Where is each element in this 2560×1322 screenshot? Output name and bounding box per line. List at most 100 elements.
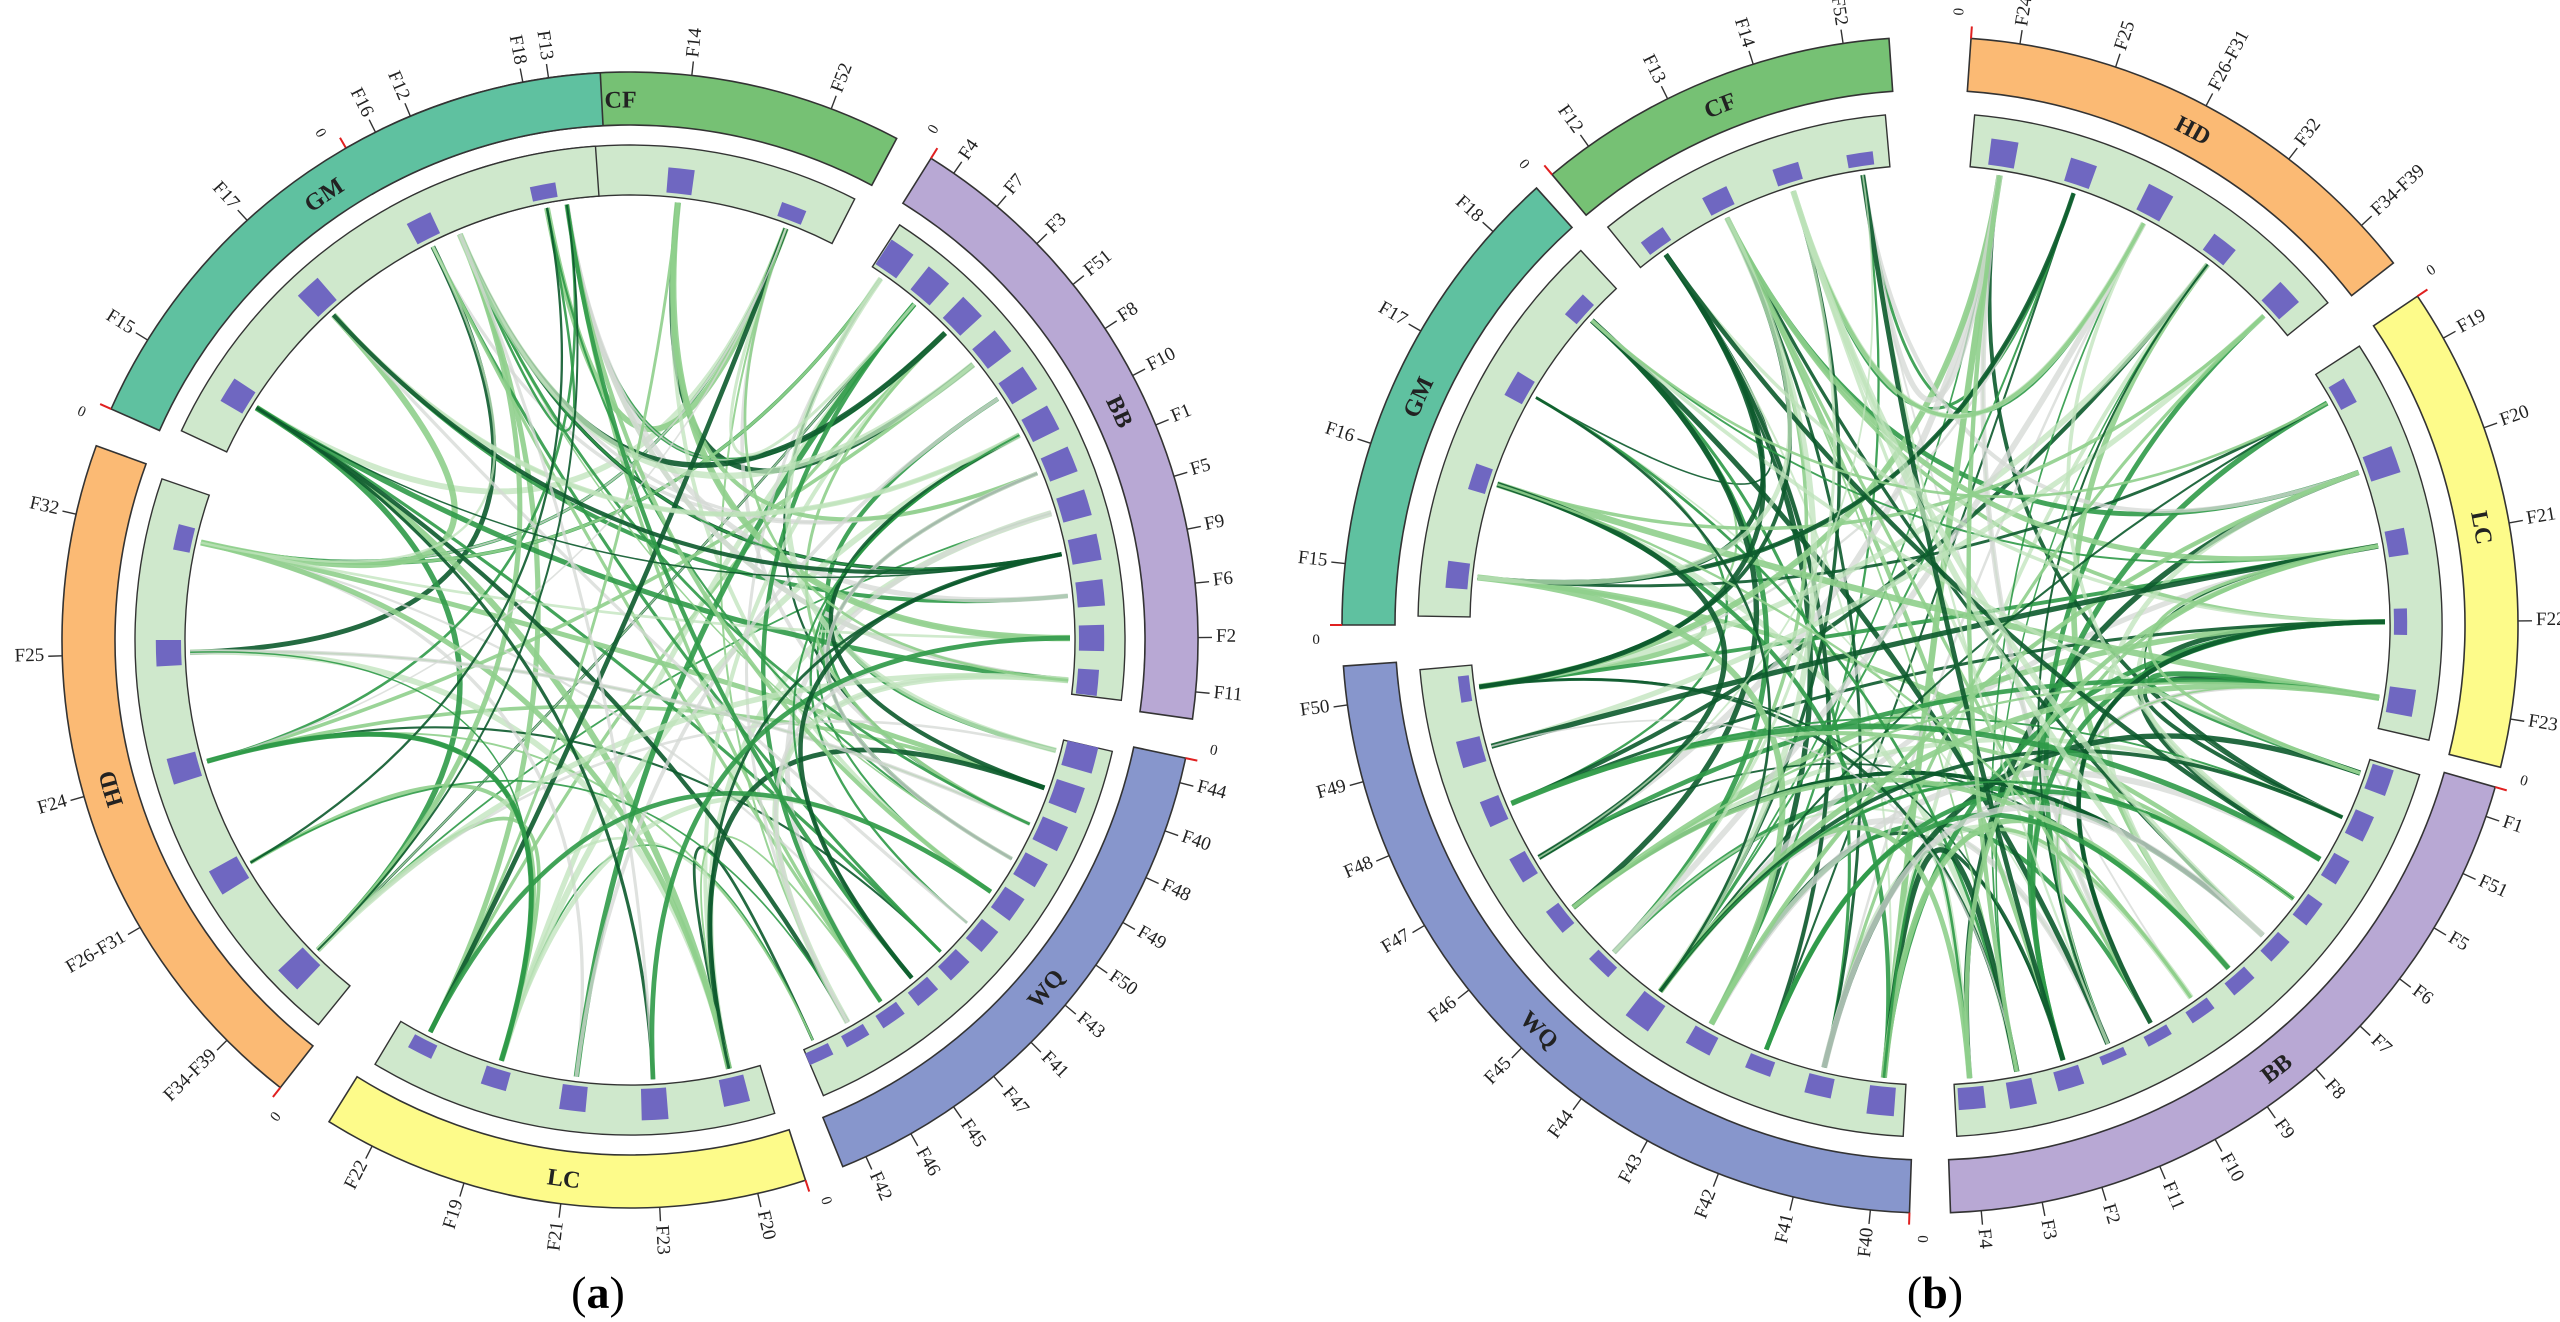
chord-link <box>1490 543 2379 749</box>
feature-label: F45 <box>1480 1053 1516 1089</box>
zero-tick <box>2416 288 2428 298</box>
chord-link <box>458 207 576 432</box>
feature-label: F50 <box>1299 696 1331 721</box>
feature-label: F42 <box>865 1168 896 1204</box>
feature-label: F48 <box>1341 852 1376 883</box>
feature-bar <box>1013 852 1048 888</box>
feature-bar <box>2064 157 2097 189</box>
chord-link <box>1535 396 1772 993</box>
group-label: CF <box>604 87 637 114</box>
feature-label: F26-F31 <box>2204 27 2253 95</box>
chord-link <box>1612 190 1837 954</box>
feature-label: F22 <box>2536 609 2560 630</box>
feature-label: F44 <box>1195 776 1229 804</box>
feature-bar <box>1457 675 1473 703</box>
histogram-track <box>1419 664 1907 1138</box>
chord-link <box>1538 174 1874 859</box>
zero-tick <box>1543 164 1553 176</box>
feature-label: F7 <box>2367 1030 2396 1059</box>
chord-link <box>1591 319 2328 498</box>
feature-label: F51 <box>2475 871 2511 903</box>
chord-link <box>332 313 969 925</box>
feature-tick <box>1173 471 1188 477</box>
feature-tick <box>1155 418 1169 426</box>
feature-label: F16 <box>346 84 378 120</box>
feature-bar <box>166 751 203 785</box>
chord-link <box>1490 313 2266 749</box>
chord-link <box>1822 222 2145 1068</box>
feature-label: F7 <box>1000 170 1029 199</box>
feature-tick <box>2399 978 2412 988</box>
feature-tick <box>1145 876 1159 885</box>
feature-bar <box>1075 668 1100 697</box>
feature-label: F34-F39 <box>160 1045 221 1106</box>
chord-link <box>1725 216 2066 1061</box>
feature-label: F13 <box>1638 51 1670 87</box>
chord-link <box>798 551 1062 980</box>
feature-tick <box>1660 85 1669 100</box>
feature-label: F1 <box>2500 811 2526 837</box>
feature-label: F9 <box>2270 1115 2299 1143</box>
caption-a-letter: a <box>587 1267 610 1318</box>
feature-tick <box>830 95 837 110</box>
chord-link <box>456 232 976 480</box>
feature-tick <box>2508 519 2523 524</box>
chord-link <box>1571 318 1760 910</box>
group-sector <box>327 1075 807 1209</box>
feature-tick <box>2288 147 2298 160</box>
feature-label: F32 <box>28 492 61 519</box>
feature-tick <box>216 1039 228 1051</box>
feature-tick <box>1072 275 1085 286</box>
chord-link <box>255 406 655 1080</box>
feature-bar <box>1067 533 1102 565</box>
feature-label: F49 <box>1314 775 1348 803</box>
feature-bar <box>1685 1025 1719 1056</box>
chord-link <box>1822 314 2265 1068</box>
chord-links <box>190 202 1071 1080</box>
feature-bar <box>2202 233 2236 266</box>
feature-bar <box>2099 1046 2127 1066</box>
histogram-track <box>134 477 351 1026</box>
feature-bar <box>406 212 441 245</box>
feature-label: F15 <box>1297 547 1329 571</box>
chord-link <box>564 204 914 980</box>
caption-a-close: ) <box>610 1267 625 1318</box>
feature-label: F41 <box>1037 1047 1073 1083</box>
feature-tick <box>1980 1210 1984 1225</box>
feature-tick <box>1789 1196 1794 1211</box>
feature-tick <box>1482 221 1494 233</box>
feature-tick <box>1179 781 1194 787</box>
chord-link <box>206 228 787 763</box>
feature-tick <box>1357 438 1371 444</box>
feature-label: F11 <box>1213 682 1244 706</box>
group-lc: LC 0 F20 F23 F21 F19 F22 <box>327 1020 835 1255</box>
chord-link <box>1496 314 2266 531</box>
group-sector <box>1550 37 1894 217</box>
chord-link <box>573 302 917 1078</box>
feature-label: F32 <box>2291 114 2326 150</box>
feature-label: F5 <box>1188 454 1213 480</box>
chord-link <box>331 313 1062 575</box>
feature-tick <box>2510 718 2525 722</box>
feature-bar <box>480 1065 511 1092</box>
zero-label: 0 <box>1208 742 1219 759</box>
chord-link <box>315 672 1069 952</box>
feature-bar <box>1075 579 1106 608</box>
feature-label: F17 <box>208 177 243 213</box>
feature-tick <box>404 103 411 117</box>
feature-tick <box>691 61 695 76</box>
feature-bar <box>1772 161 1803 187</box>
feature-tick <box>237 209 248 221</box>
feature-tick <box>62 510 77 515</box>
chord-link <box>200 541 913 979</box>
chord-link <box>1821 804 2265 1069</box>
feature-tick <box>2433 927 2447 936</box>
caption-a-open: ( <box>571 1267 586 1318</box>
feature-label: F21 <box>543 1220 567 1252</box>
chord-link <box>316 233 523 952</box>
feature-bar <box>1702 186 1735 216</box>
feature-label: F41 <box>1771 1212 1798 1246</box>
